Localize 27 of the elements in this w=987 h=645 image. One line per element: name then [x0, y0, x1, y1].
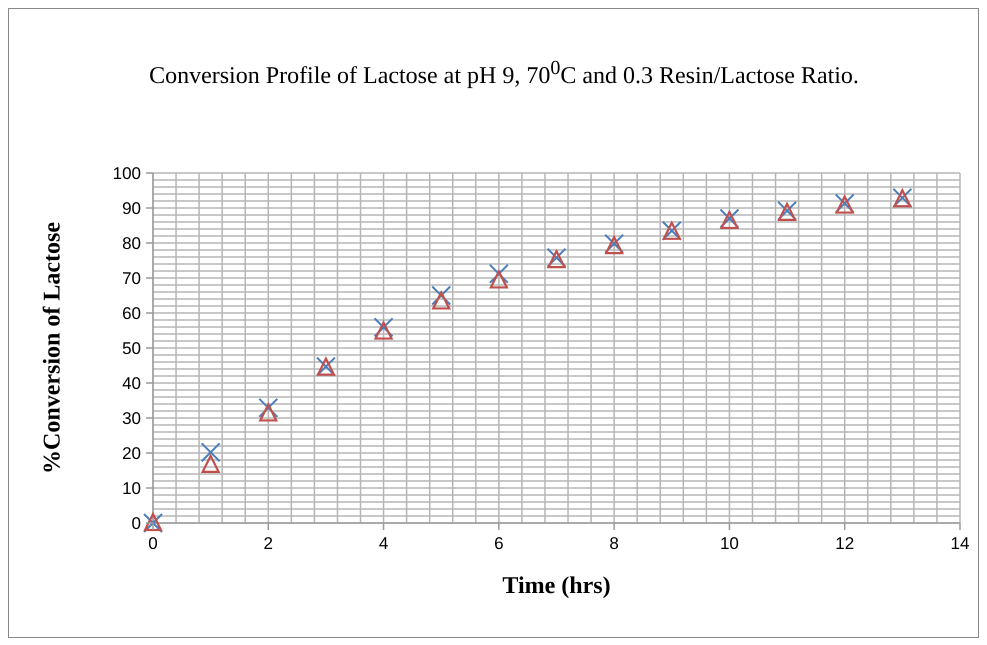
- point: [490, 270, 508, 289]
- x-tick-label: 0: [148, 534, 158, 553]
- chart-title: Conversion Profile of Lactose at pH 9, 70$^{0}$C and 0.3 Resin/Lactose Ratio.: [148, 56, 860, 91]
- point: [259, 403, 278, 422]
- x-axis-title: Time (hrs): [502, 573, 611, 599]
- y-tick-label: 0: [132, 514, 141, 533]
- x-tick-label: 8: [609, 534, 619, 553]
- y-tick-label: 80: [122, 234, 141, 253]
- x-tick-label: 12: [835, 534, 854, 553]
- x-tick-label: 14: [950, 534, 970, 553]
- y-tick-label: 20: [122, 444, 141, 463]
- y-axis-title: %Conversion of Lactose: [40, 222, 66, 474]
- y-tick-label: 30: [122, 409, 141, 428]
- x-tick-label: 4: [378, 534, 388, 553]
- y-tick-label: 60: [122, 304, 141, 323]
- y-tick-label: 10: [122, 479, 141, 498]
- y-tick-label: 100: [112, 164, 141, 183]
- y-tick-label: 70: [122, 269, 141, 288]
- y-tick-label: 90: [122, 199, 141, 218]
- y-tick-label: 40: [122, 374, 141, 393]
- x-tick-label: 6: [494, 534, 504, 553]
- y-tick-label: 50: [122, 339, 141, 358]
- x-tick-label: 10: [720, 534, 739, 553]
- x-tick-label: 2: [264, 534, 274, 553]
- point: [432, 291, 450, 310]
- point: [202, 454, 220, 473]
- point: [374, 321, 393, 340]
